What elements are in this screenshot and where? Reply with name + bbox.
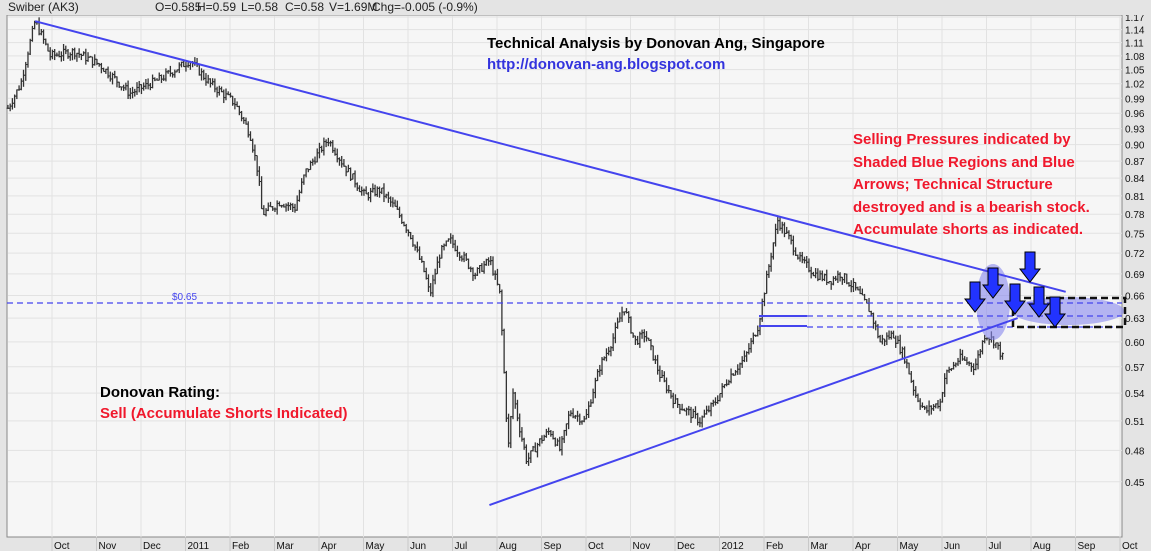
x-tick-label: Apr [321,541,337,551]
y-tick-label: 0.81 [1125,192,1145,203]
x-tick-label: Oct [1122,541,1138,551]
rating-value: Sell (Accumulate Shorts Indicated) [100,405,348,422]
x-tick-label: 2011 [188,541,210,551]
y-tick-label: 0.90 [1125,141,1145,152]
y-tick-label: 0.99 [1125,94,1145,105]
x-tick-label: Dec [143,541,161,551]
y-tick-label: 0.54 [1125,389,1145,400]
downtrend-resistance-line [34,20,1066,293]
price-bars [6,17,1005,466]
y-tick-label: 0.48 [1125,446,1145,457]
x-tick-label: Mar [277,541,295,551]
x-tick-label: Apr [855,541,871,551]
y-tick-label: 0.57 [1125,363,1145,374]
x-tick-label: Nov [633,541,651,551]
x-tick-label: Jul [455,541,468,551]
y-tick-label: 0.72 [1125,249,1145,260]
overlays [7,20,1127,506]
rating-label: Donovan Rating: [100,384,220,401]
x-tick-label: Jun [410,541,426,551]
shaded-region [976,264,1010,340]
x-tick-label: Oct [588,541,604,551]
x-tick-label: Dec [677,541,695,551]
sell-arrow-icon [1003,283,1027,315]
y-tick-label: 1.08 [1125,52,1145,63]
y-tick-label: 1.17 [1125,13,1145,24]
y-tick-label: 0.84 [1125,174,1145,185]
close-value: C=0.58 [285,0,325,14]
x-axis: Oct Nov Dec 2011 Feb Mar Apr May Jun Jul Aug Sep Oct… [51,537,1138,551]
y-tick-label: 1.05 [1125,66,1145,77]
shaded-region [1012,297,1124,325]
x-tick-label: May [366,541,385,551]
y-tick-label: 0.87 [1125,157,1145,168]
grid [8,16,1122,537]
level-label: $0.65 [172,292,198,303]
y-tick-label: 0.75 [1125,229,1145,240]
x-tick-label: Sep [1078,541,1096,551]
y-axis: 1.17 1.14 1.11 1.08 1.05 1.02 0.99 0.96 0.93 0.90… [1125,13,1145,489]
x-tick-label: Jul [989,541,1002,551]
y-tick-label: 0.51 [1125,417,1145,428]
change-value: Chg=-0.005 (-0.9%) [372,0,478,14]
open-value: O=0.585 [155,0,202,14]
y-tick-label: 1.11 [1125,39,1144,50]
y-tick-label: 0.93 [1125,125,1145,136]
x-tick-label: Nov [99,541,117,551]
note-line: Selling Pressures indicated by [853,131,1071,148]
x-tick-label: Feb [766,541,784,551]
x-tick-label: Feb [232,541,250,551]
high-value: H=0.59 [197,0,237,14]
x-tick-label: Aug [1033,541,1051,551]
x-tick-label: Aug [499,541,517,551]
y-tick-label: 0.60 [1125,338,1145,349]
sell-arrow-icon [1027,286,1051,318]
y-tick-label: 0.45 [1125,478,1145,489]
note-line: destroyed and is a bearish stock. [853,198,1090,216]
x-tick-label: Mar [811,541,829,551]
low-value: L=0.58 [241,0,279,14]
y-tick-label: 0.66 [1125,291,1145,302]
x-tick-label: Jun [944,541,960,551]
y-tick-label: 0.69 [1125,270,1145,281]
blog-link[interactable]: http://donovan-ang.blogspot.com [487,56,726,73]
y-tick-label: 1.02 [1125,80,1145,91]
y-tick-label: 0.63 [1125,314,1145,325]
chart-title: Technical Analysis by Donovan Ang, Singa… [487,35,825,52]
sell-arrow-icon [981,267,1005,299]
x-tick-label: Sep [544,541,562,551]
x-tick-label: May [900,541,919,551]
y-tick-label: 1.14 [1125,26,1145,37]
selling-pressure-note: Selling Pressures indicated by Shaded Bl… [853,129,1090,242]
x-tick-label: Oct [54,541,70,551]
note-line: Accumulate shorts as indicated. [853,221,1084,238]
volume-value: V=1.69M [329,0,378,14]
sell-arrow-icon [1043,296,1067,328]
symbol-name: Swiber (AK3) [8,0,79,14]
sell-arrow-icon [1018,251,1042,283]
note-line: Shaded Blue Regions and Blue [853,153,1075,171]
y-tick-label: 0.96 [1125,109,1145,120]
sell-arrow-icon [963,281,987,313]
x-tick-label: 2012 [722,541,745,551]
plot-area [6,14,1123,538]
target-box [1011,296,1127,329]
uptrend-support-line [489,317,1018,506]
note-line: Arrows; Technical Structure [853,176,1053,193]
y-tick-label: 0.78 [1125,210,1145,221]
quote-header: Swiber (AK3) O=0.585 H=0.59 L=0.58 C=0.5… [0,0,1151,15]
